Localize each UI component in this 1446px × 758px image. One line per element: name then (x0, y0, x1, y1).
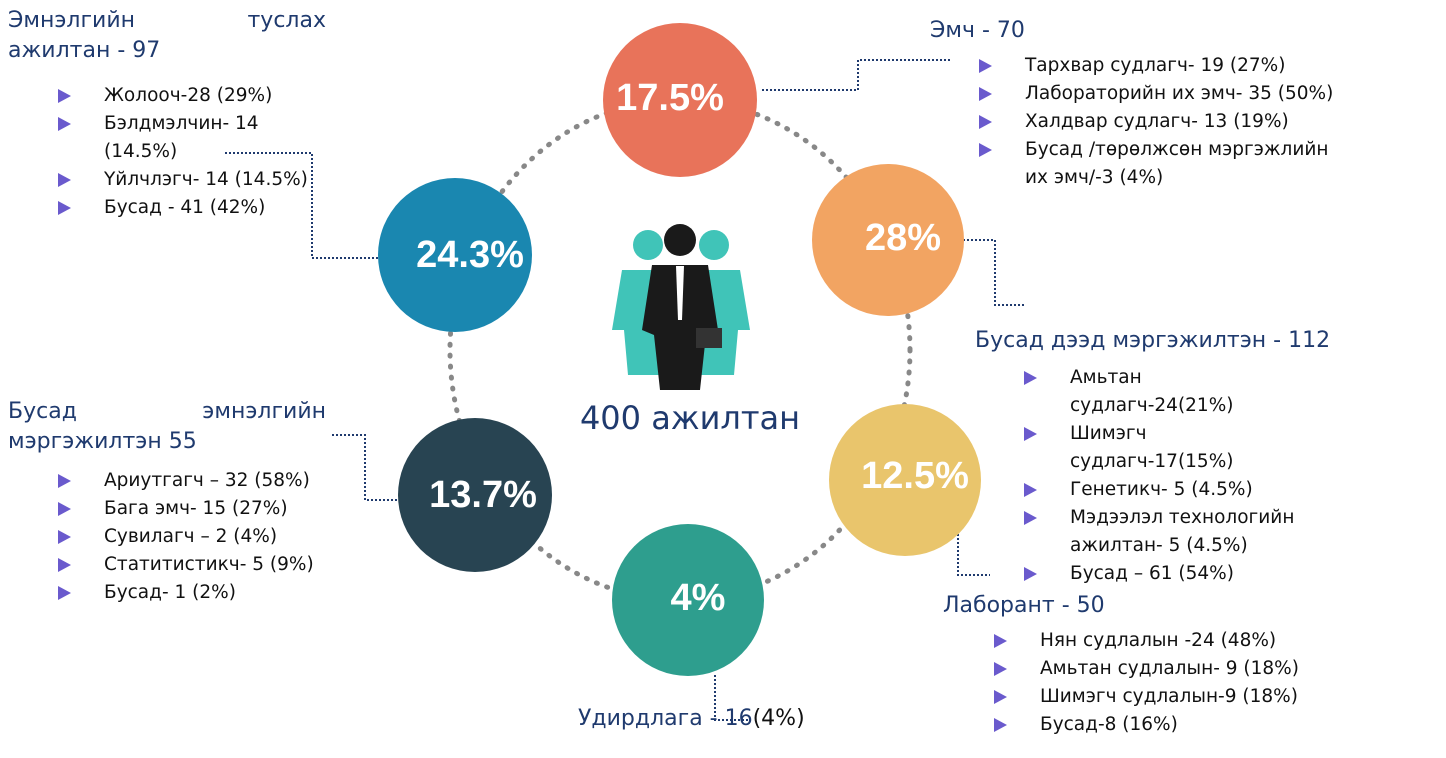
item-list: Тархвар судлагч- 19 (27%)Лабораторийн их… (1025, 52, 1355, 192)
group: Удирдлага - 16(4%) (578, 704, 878, 734)
group-title: Эмнэлгийн туслах ажилтан - 97 (8, 6, 326, 66)
list-item: Шимэгч судлалын-9 (18%) (1040, 683, 1380, 711)
list-item: Бусад-8 (16%) (1040, 711, 1380, 739)
group: Эмнэлгийн туслах ажилтан - 97 Жолооч-28 … (8, 6, 326, 66)
list-item: Мэдээлэл технологийн ажилтан- 5 (4.5%) (1070, 504, 1310, 560)
list-item: Бусад - 41 (42%) (104, 194, 309, 222)
group: Лаборант - 50 Нян судлалын -24 (48%)Амьт… (943, 591, 1403, 621)
list-item: Статитистикч- 5 (9%) (104, 551, 334, 579)
list-item: Жолооч-28 (29%) (104, 82, 309, 110)
item-list: Амьтан судлагч-24(21%)Шимэгч судлагч-17(… (1070, 364, 1310, 588)
list-item: Бэлдмэлчин- 14 (14.5%) (104, 110, 309, 166)
group-title: Бусад эмнэлгийн мэргэжилтэн 55 (8, 397, 326, 457)
list-item: Шимэгч судлагч-17(15%) (1070, 420, 1310, 476)
list-item: Тархвар судлагч- 19 (27%) (1025, 52, 1355, 80)
list-item: Амьтан судлалын- 9 (18%) (1040, 655, 1380, 683)
group-title: Удирдлага - 16 (578, 706, 753, 731)
list-item: Лабораторийн их эмч- 35 (50%) (1025, 80, 1355, 108)
list-item: Бусад /төрөлжсөн мэргэжлийн их эмч/-3 (4… (1025, 136, 1355, 192)
list-item: Бага эмч- 15 (27%) (104, 495, 334, 523)
page: 17.5% 28% 12.5% 4% 13.7% 24.3% 400 ажилт… (0, 0, 1446, 758)
people-icon (612, 224, 750, 390)
list-item: Бусад- 1 (2%) (104, 579, 334, 607)
group-note: (4%) (753, 706, 805, 731)
group-title: Эмч - 70 (930, 16, 1430, 46)
list-item: Амьтан судлагч-24(21%) (1070, 364, 1310, 420)
circle-label: 28% (865, 217, 941, 259)
circle-label: 17.5% (616, 77, 724, 119)
group: Бусад дээд мэргэжилтэн - 112 Амьтан судл… (975, 326, 1435, 356)
group-title: Бусад дээд мэргэжилтэн - 112 (975, 326, 1435, 356)
group-title: Лаборант - 50 (943, 591, 1403, 621)
circle-label: 13.7% (429, 474, 537, 516)
circle-label: 12.5% (861, 455, 969, 497)
center-label: 400 ажилтан (580, 399, 800, 437)
circle-label: 24.3% (416, 234, 524, 276)
item-list: Нян судлалын -24 (48%)Амьтан судлалын- 9… (1040, 627, 1380, 739)
list-item: Бусад – 61 (54%) (1070, 560, 1310, 588)
item-list: Ариутгагч – 32 (58%)Бага эмч- 15 (27%)Су… (104, 467, 334, 607)
group: Бусад эмнэлгийн мэргэжилтэн 55 Ариутгагч… (8, 397, 326, 457)
group: Эмч - 70 Тархвар судлагч- 19 (27%)Лабора… (930, 16, 1430, 46)
circle-label: 4% (671, 577, 726, 619)
list-item: Нян судлалын -24 (48%) (1040, 627, 1380, 655)
list-item: Сувилагч – 2 (4%) (104, 523, 334, 551)
item-list: Жолооч-28 (29%)Бэлдмэлчин- 14 (14.5%)Үйл… (104, 82, 309, 222)
list-item: Генетикч- 5 (4.5%) (1070, 476, 1310, 504)
list-item: Үйлчлэгч- 14 (14.5%) (104, 166, 309, 194)
list-item: Ариутгагч – 32 (58%) (104, 467, 334, 495)
list-item: Халдвар судлагч- 13 (19%) (1025, 108, 1355, 136)
